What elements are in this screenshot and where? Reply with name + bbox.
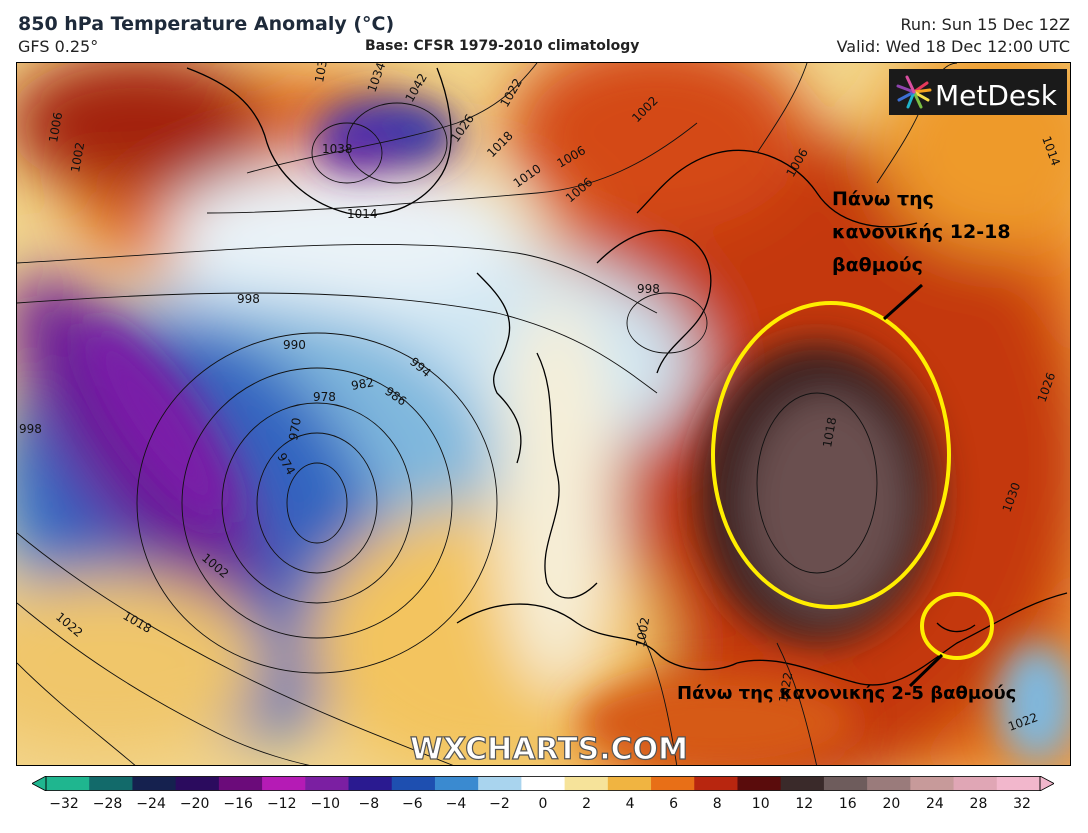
- colorbar-tick-label: −32: [49, 796, 79, 812]
- colorbar-tick-label: −20: [179, 796, 210, 812]
- colorbar-tick-label: 12: [795, 796, 814, 812]
- colorbar-segment: [391, 776, 436, 791]
- colorbar-tick-label: 4: [625, 796, 635, 812]
- colorbar-segment: [737, 776, 782, 791]
- annotation-bottom: Πάνω της κανονικής 2-5 βαθμούς: [677, 683, 1016, 704]
- isobar-label: 998: [637, 282, 660, 296]
- colorbar-tick-labels: −32 −28 −24 −20 −16 −12 −10 −8 −6 −4 −2 0 2 4 6 8 10 12 16…: [0, 796, 1088, 818]
- chart-title: 850 hPa Temperature Anomaly (°C): [18, 13, 395, 35]
- logo-text: MetDesk: [935, 79, 1058, 112]
- isobar-label: 978: [313, 390, 336, 404]
- isobar-label: 990: [283, 338, 306, 352]
- colorbar-segment: [953, 776, 998, 791]
- model-label: GFS 0.25°: [18, 37, 99, 56]
- watermark-text: WXCHARTS.COM: [410, 732, 688, 766]
- isobar-label: 1014: [347, 207, 378, 221]
- colorbar-tick-label: −28: [92, 796, 123, 812]
- colorbar-max-arrow: [1039, 776, 1054, 791]
- isobar-label: 982: [350, 375, 375, 393]
- colorbar-segment: [478, 776, 522, 791]
- run-label: Run: Sun 15 Dec 12Z: [900, 15, 1071, 34]
- colorbar-tick-label: 32: [1013, 796, 1031, 812]
- isobar-label: 970: [286, 417, 304, 442]
- colorbar-tick-label: 2: [582, 796, 591, 812]
- annotation-text: Πάνω της κανονικής 12-18 βαθμούς Πάνω τη…: [677, 188, 1016, 704]
- colorbar-segment: [996, 776, 1041, 791]
- colorbar-segment: [218, 776, 263, 791]
- colorbar-tick-label: 24: [925, 796, 944, 812]
- colorbar-tick-label: −4: [445, 796, 467, 812]
- colorbar-tick-label: 8: [712, 796, 722, 812]
- anomaly-map-svg: 1030 1034 1042 1038 1022 1026 1018 1010 …: [17, 63, 1070, 766]
- isobar-label: 1002: [633, 616, 652, 649]
- isobar-label: 1038: [322, 142, 353, 156]
- colorbar-min-arrow: [32, 776, 47, 791]
- isobar-label: 998: [19, 422, 42, 436]
- isobar-label: 1002: [68, 141, 87, 174]
- isobar-label: 1006: [46, 111, 65, 144]
- isobar-label: 1018: [820, 416, 839, 449]
- colorbar: [32, 776, 1054, 791]
- colorbar-tick-label: 10: [751, 796, 770, 812]
- colorbar-segment: [780, 776, 825, 791]
- annotation-top-line-3: βαθμούς: [832, 254, 923, 276]
- colorbar-segment: [823, 776, 868, 791]
- land-outline: [186, 67, 1068, 686]
- colorbar-tick-label: 0: [538, 796, 548, 812]
- colorbar-tick-label: −8: [358, 796, 380, 812]
- pointer-line-bottom: [908, 653, 944, 688]
- colorbar-segment: [694, 776, 739, 791]
- isobar-lines: [17, 63, 958, 765]
- colorbar-segment: [521, 776, 566, 791]
- colorbar-segment: [132, 776, 177, 791]
- colorbar-tick-label: −10: [310, 796, 341, 812]
- annotation-top-line-1: Πάνω της: [832, 188, 934, 210]
- pointer-line-top: [882, 283, 924, 321]
- colorbar-segment: [434, 776, 479, 791]
- highlight-annotations: [711, 283, 994, 688]
- colorbar-tick-label: 16: [838, 796, 857, 812]
- colorbar-segment: [867, 776, 911, 791]
- anomaly-map: 1030 1034 1042 1038 1022 1026 1018 1010 …: [16, 62, 1071, 766]
- annotation-top-line-2: κανονικής 12-18: [832, 221, 1011, 243]
- colorbar-segment: [262, 776, 306, 791]
- logo-metdesk: MetDesk: [889, 69, 1067, 115]
- colorbar-tick-label: −2: [489, 796, 510, 812]
- colorbar-segment: [607, 776, 652, 791]
- colorbar-tick-label: 28: [969, 796, 988, 812]
- colorbar-segment: [348, 776, 393, 791]
- colorbar-segment: [910, 776, 955, 791]
- colorbar-tick-label: −16: [223, 796, 253, 812]
- climatology-base-label: Base: CFSR 1979-2010 climatology: [365, 38, 640, 54]
- colorbar-segment: [46, 776, 90, 791]
- colorbar-tick-label: 6: [669, 796, 679, 812]
- colorbar-segment: [651, 776, 695, 791]
- colorbar-tick-label: −12: [266, 796, 297, 812]
- colorbar-tick-label: −6: [402, 796, 423, 812]
- colorbar-segment: [305, 776, 350, 791]
- small-highlight-ellipse: [920, 592, 994, 660]
- colorbar-segment: [89, 776, 134, 791]
- isobar-label: 1022: [776, 671, 795, 704]
- anomaly-color-field: [17, 63, 1070, 765]
- colorbar-tick-label: −24: [136, 796, 166, 812]
- valid-time-label: Valid: Wed 18 Dec 12:00 UTC: [836, 37, 1070, 56]
- colorbar-tick-label: 20: [882, 796, 901, 812]
- colorbar-segment: [175, 776, 220, 791]
- isobar-label: 1030: [312, 63, 331, 84]
- metdesk-burst-icon: [896, 75, 932, 109]
- isobar-label: 998: [237, 292, 260, 306]
- large-highlight-ellipse: [711, 301, 951, 609]
- colorbar-segment: [564, 776, 609, 791]
